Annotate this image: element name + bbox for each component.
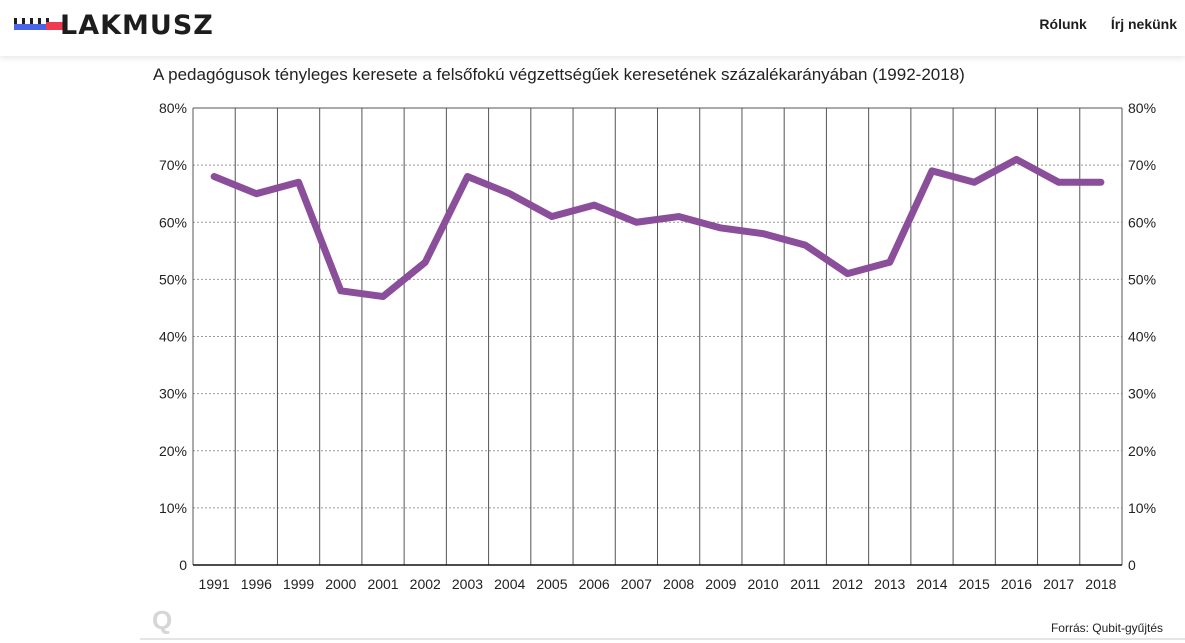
- y-tick-label-right: 20%: [1128, 443, 1156, 459]
- x-tick-label: 2001: [367, 576, 398, 592]
- main-nav: Rólunk Írj nekünk: [1039, 16, 1177, 32]
- data-point: [720, 227, 722, 229]
- data-point: [593, 204, 595, 206]
- x-tick-label: 2005: [536, 576, 567, 592]
- data-point: [382, 296, 384, 298]
- x-tick-label: 2017: [1043, 576, 1074, 592]
- chart-source: Forrás: Qubit-gyűjtés: [1051, 621, 1163, 635]
- y-tick-label-right: 60%: [1128, 214, 1156, 230]
- x-tick-label: 2011: [790, 576, 820, 592]
- x-tick-label: 2006: [579, 576, 610, 592]
- x-tick-label: 2000: [325, 576, 356, 592]
- x-tick-label: 2013: [874, 576, 905, 592]
- data-point: [466, 176, 468, 178]
- chart-grid: [193, 108, 1122, 565]
- y-tick-label-right: 70%: [1128, 157, 1156, 173]
- data-point: [931, 170, 933, 172]
- y-tick-label-left: 0: [179, 557, 187, 573]
- y-tick-label-left: 20%: [159, 443, 187, 459]
- data-point: [509, 193, 511, 195]
- chart-figure: A pedagógusok tényleges keresete a felső…: [140, 56, 1185, 643]
- nav-link-irj-nekunk[interactable]: Írj nekünk: [1110, 16, 1177, 32]
- chart-title: A pedagógusok tényleges keresete a felső…: [153, 65, 965, 84]
- data-point: [847, 273, 849, 275]
- line-chart: A pedagógusok tényleges keresete a felső…: [152, 65, 1163, 635]
- x-tick-label: 2003: [452, 576, 483, 592]
- data-point: [804, 244, 806, 246]
- y-tick-label-right: 40%: [1128, 329, 1156, 345]
- logo-mark-icon: [14, 18, 64, 30]
- x-tick-label: 2010: [747, 576, 778, 592]
- qubit-logo-glyph: Q: [152, 605, 172, 635]
- data-point: [1058, 181, 1060, 183]
- y-tick-label-right: 80%: [1128, 100, 1156, 116]
- data-point: [213, 176, 215, 178]
- chart-series: [210, 155, 1105, 301]
- top-navigation-bar: LAKMUSZ Rólunk Írj nekünk: [0, 0, 1185, 56]
- data-point: [635, 221, 637, 223]
- y-tick-label-left: 40%: [159, 329, 187, 345]
- data-point: [255, 193, 257, 195]
- qubit-logo: Q: [152, 605, 172, 635]
- y-tick-label-left: 60%: [159, 214, 187, 230]
- y-tick-label-right: 30%: [1128, 386, 1156, 402]
- nav-link-rolunk[interactable]: Rólunk: [1039, 16, 1087, 32]
- x-tick-label: 1991: [199, 576, 230, 592]
- y-tick-label-right: 0: [1128, 557, 1136, 573]
- x-tick-label: 2007: [621, 576, 652, 592]
- y-tick-label-left: 30%: [159, 386, 187, 402]
- y-tick-label-left: 50%: [159, 271, 187, 287]
- series-line: [210, 155, 1105, 301]
- data-point: [340, 290, 342, 292]
- logo-text: LAKMUSZ: [60, 10, 214, 41]
- x-tick-label: 2012: [832, 576, 863, 592]
- y-tick-label-left: 70%: [159, 157, 187, 173]
- data-point: [551, 216, 553, 218]
- data-point: [678, 216, 680, 218]
- data-point: [1100, 181, 1102, 183]
- x-tick-label: 2015: [959, 576, 990, 592]
- chart-axes: 0 0 10% 10% 20% 20% 30% 30% 40% 40% 50% 50% 60% 60% 70…: [159, 100, 1156, 592]
- x-tick-label: 1999: [283, 576, 314, 592]
- data-point: [889, 261, 891, 263]
- site-logo[interactable]: LAKMUSZ: [14, 8, 254, 44]
- data-point: [424, 261, 426, 263]
- y-tick-label-left: 80%: [159, 100, 187, 116]
- x-tick-label: 2002: [410, 576, 441, 592]
- x-tick-label: 2004: [494, 576, 525, 592]
- data-point: [762, 233, 764, 235]
- x-tick-label: 2014: [916, 576, 947, 592]
- x-tick-label: 1996: [241, 576, 272, 592]
- x-tick-label: 2016: [1001, 576, 1032, 592]
- figure-divider: [140, 638, 1185, 640]
- data-point: [973, 181, 975, 183]
- x-tick-label: 2008: [663, 576, 694, 592]
- y-tick-label-right: 10%: [1128, 500, 1156, 516]
- y-tick-label-left: 10%: [159, 500, 187, 516]
- x-tick-label: 2018: [1085, 576, 1116, 592]
- data-point: [298, 181, 300, 183]
- x-tick-label: 2009: [705, 576, 736, 592]
- y-tick-label-right: 50%: [1128, 271, 1156, 287]
- data-point: [1015, 158, 1017, 160]
